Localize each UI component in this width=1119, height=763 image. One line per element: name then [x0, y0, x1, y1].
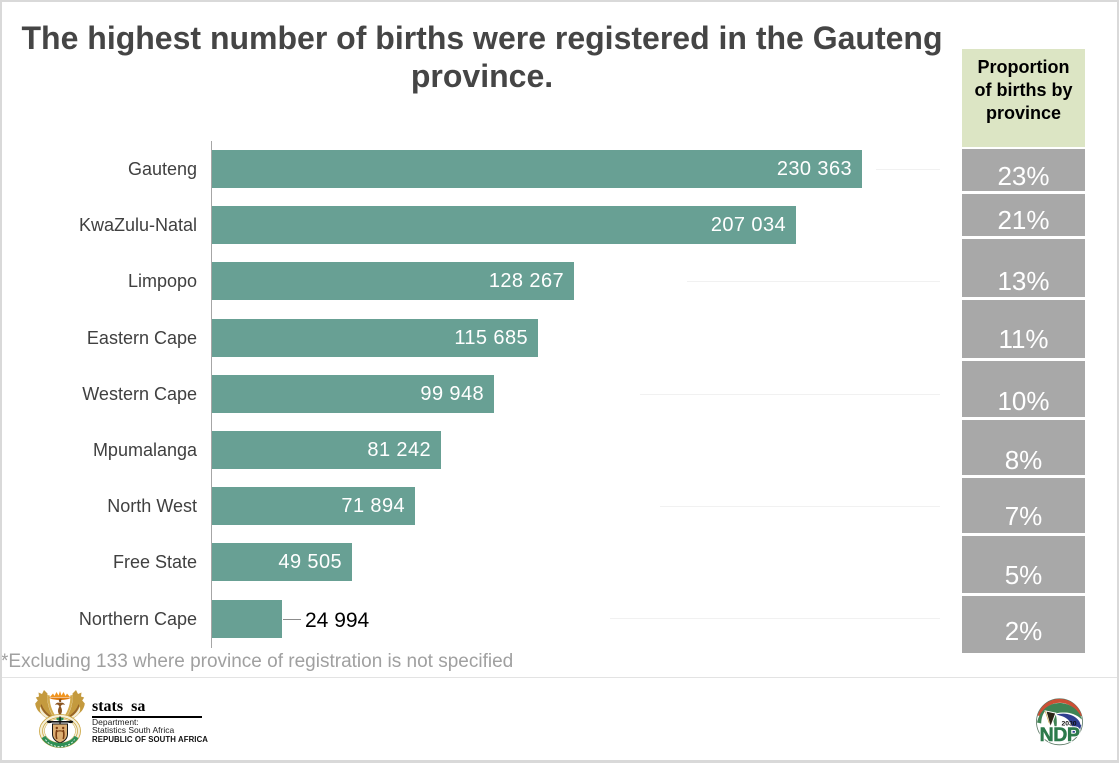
svg-text:NDP: NDP: [1040, 724, 1080, 746]
svg-text:NDP: NDP: [1040, 724, 1080, 746]
svg-text:2030: 2030: [1061, 721, 1076, 728]
